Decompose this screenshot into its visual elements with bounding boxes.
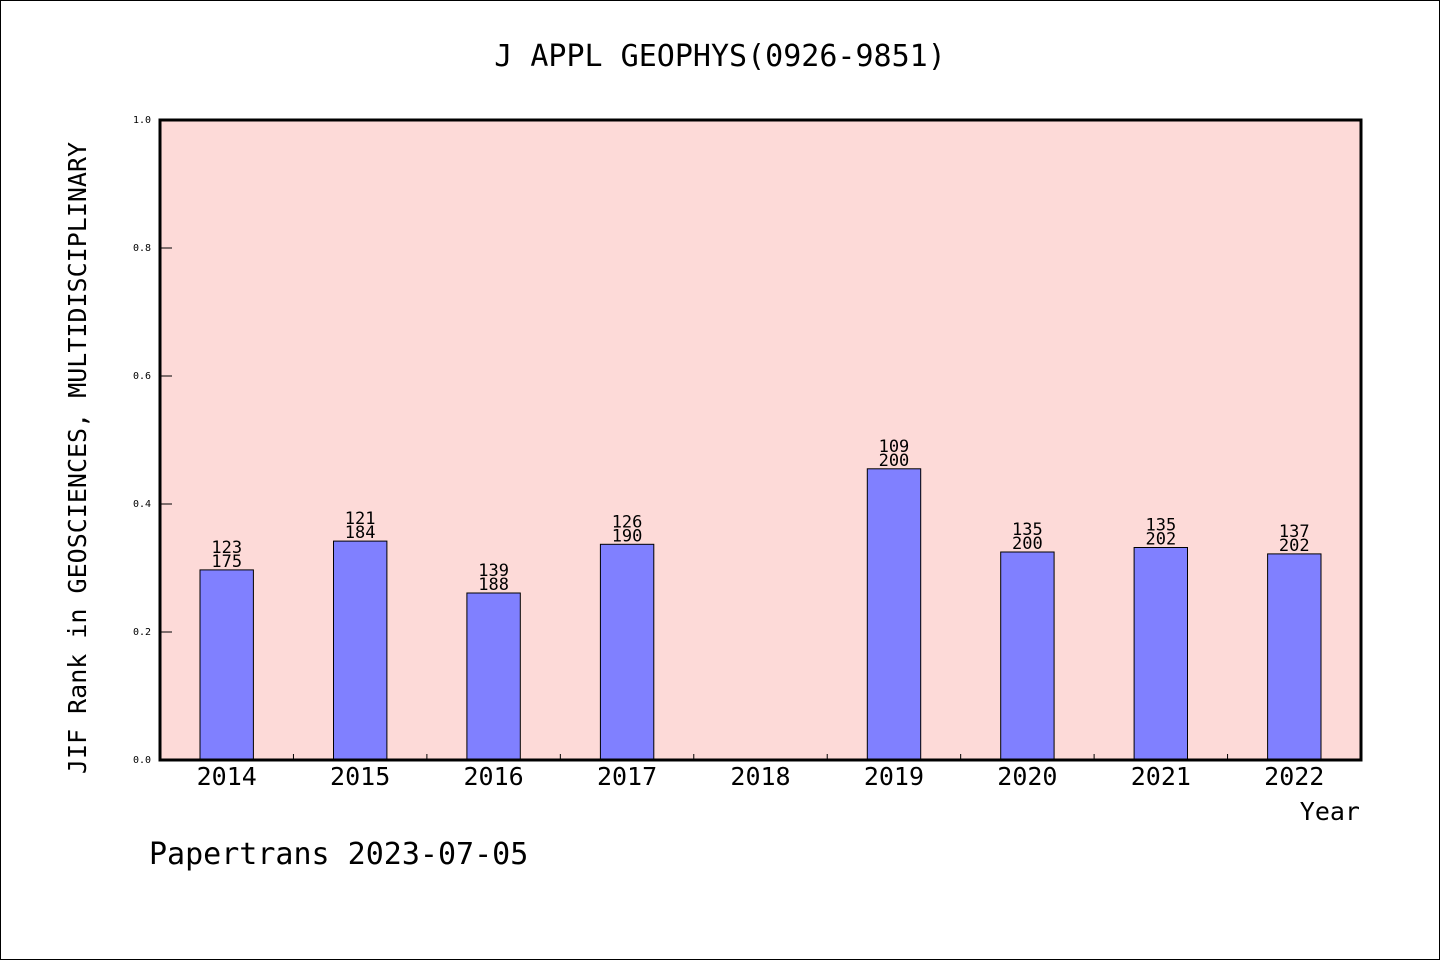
bar-label-rank-2021: 135	[1145, 516, 1176, 536]
y-tick-label: 0.2	[133, 627, 151, 638]
y-tick-label: 0.4	[133, 499, 151, 510]
bar-label-total-2014: 175	[211, 552, 242, 572]
x-axis-label: Year	[1300, 797, 1360, 826]
bar-label-rank-2020: 135	[1012, 520, 1043, 540]
bar-label-total-2021: 202	[1145, 530, 1176, 550]
x-tick-label-2014: 2014	[197, 762, 257, 791]
bar-2022	[1267, 553, 1322, 761]
x-tick-label-2016: 2016	[464, 762, 524, 791]
y-tick-label: 1.0	[133, 115, 151, 126]
bar-2021	[1133, 547, 1188, 761]
bar-label-rank-2019: 109	[879, 437, 910, 457]
bar-label-total-2020: 200	[1012, 534, 1043, 554]
bar-label-rank-2022: 137	[1279, 522, 1310, 542]
bar-label-total-2022: 202	[1279, 536, 1310, 556]
x-tick-label-2018: 2018	[730, 762, 790, 791]
y-tick-label: 0.8	[133, 243, 151, 254]
bar-label-total-2016: 188	[478, 575, 509, 595]
x-axis-ticks: 2014 2015 2016 2017 2018 2019 2020 2021 2022	[197, 754, 1324, 791]
bar-label-group: 1231751211841391881261901092001352001352…	[211, 437, 1309, 595]
y-axis-label: JIF Rank in GEOSCIENCES, MULTIDISCIPLINA…	[63, 142, 92, 774]
bar-label-total-2017: 190	[612, 526, 643, 546]
y-axis-ticks: 0.0 0.2 0.4 0.6 0.8 1.0	[133, 115, 172, 766]
x-tick-label-2022: 2022	[1264, 762, 1324, 791]
bar-2017	[599, 543, 655, 761]
bar-2016	[466, 592, 521, 761]
x-tick-label-2015: 2015	[330, 762, 390, 791]
x-tick-label-2020: 2020	[997, 762, 1057, 791]
bar-2015	[333, 540, 388, 761]
bar-2014	[199, 569, 254, 761]
bar-label-total-2015: 184	[345, 523, 376, 543]
bar-2019	[866, 468, 922, 761]
bar-label-rank-2014: 123	[211, 538, 242, 558]
bar-group	[199, 468, 1322, 761]
chart-title: J APPL GEOPHYS(0926-9851)	[494, 39, 946, 74]
bar-2020	[1000, 551, 1055, 761]
y-tick-label: 0.6	[133, 371, 151, 382]
bar-label-rank-2017: 126	[612, 512, 643, 532]
bar-label-total-2019: 200	[879, 451, 910, 471]
plot-border	[158, 118, 1363, 762]
x-tick-label-2017: 2017	[597, 762, 657, 791]
footer-credit: Papertrans 2023-07-05	[149, 837, 528, 872]
y-tick-label: 0.0	[133, 755, 151, 766]
bar-label-rank-2015: 121	[345, 509, 376, 529]
x-tick-label-2019: 2019	[864, 762, 924, 791]
x-tick-label-2021: 2021	[1131, 762, 1191, 791]
bar-label-rank-2016: 139	[478, 561, 509, 581]
